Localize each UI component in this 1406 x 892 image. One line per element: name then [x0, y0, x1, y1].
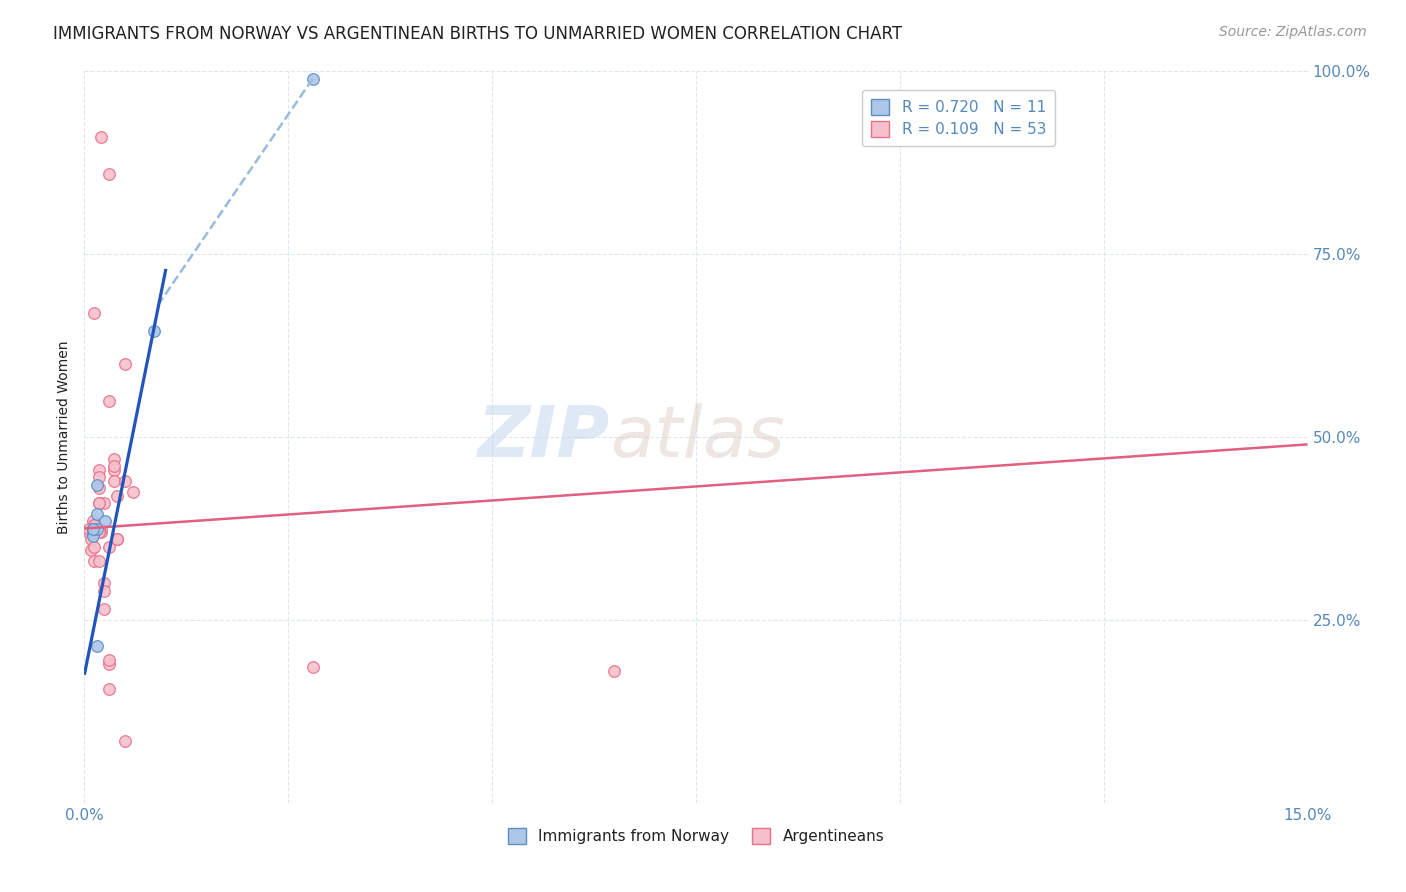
Point	[97, 653, 120, 667]
Point	[87, 521, 110, 535]
Point	[87, 481, 110, 495]
Point	[80, 543, 103, 558]
Point	[90, 521, 112, 535]
Point	[93, 583, 115, 598]
Point	[105, 533, 128, 547]
Point	[83, 306, 105, 320]
Point	[97, 167, 120, 181]
Point	[87, 554, 110, 568]
Text: Source: ZipAtlas.com: Source: ZipAtlas.com	[1219, 25, 1367, 39]
Point	[87, 496, 110, 510]
Point	[603, 664, 626, 678]
Point	[301, 660, 323, 674]
Point	[87, 521, 110, 535]
Y-axis label: Births to Unmarried Women: Births to Unmarried Women	[58, 341, 72, 533]
Point	[83, 525, 105, 540]
Point	[83, 525, 105, 540]
Point	[87, 525, 110, 540]
Point	[80, 533, 103, 547]
Text: ZIP: ZIP	[478, 402, 610, 472]
Point	[82, 525, 104, 540]
Point	[87, 470, 110, 484]
Point	[77, 525, 100, 540]
Point	[103, 459, 125, 474]
Point	[97, 657, 120, 671]
Point	[90, 525, 112, 540]
Point	[82, 529, 104, 543]
Point	[301, 71, 323, 86]
Point	[87, 496, 110, 510]
Point	[80, 521, 103, 535]
Point	[83, 540, 105, 554]
Point	[86, 639, 108, 653]
Point	[93, 602, 115, 616]
Point	[103, 463, 125, 477]
Point	[87, 521, 110, 535]
Point	[80, 521, 103, 535]
Point	[86, 521, 108, 535]
Point	[93, 576, 115, 591]
Point	[122, 485, 145, 500]
Legend: Immigrants from Norway, Argentineans: Immigrants from Norway, Argentineans	[502, 822, 890, 850]
Point	[83, 517, 105, 532]
Point	[83, 521, 105, 535]
Point	[97, 682, 120, 697]
Point	[90, 130, 112, 145]
Point	[93, 496, 115, 510]
Point	[82, 521, 104, 535]
Text: IMMIGRANTS FROM NORWAY VS ARGENTINEAN BIRTHS TO UNMARRIED WOMEN CORRELATION CHAR: IMMIGRANTS FROM NORWAY VS ARGENTINEAN BI…	[53, 25, 903, 43]
Text: atlas: atlas	[610, 402, 785, 472]
Point	[142, 324, 165, 338]
Point	[103, 474, 125, 488]
Point	[86, 507, 108, 521]
Point	[86, 477, 108, 491]
Point	[87, 463, 110, 477]
Point	[97, 393, 120, 408]
Point	[114, 733, 136, 747]
Point	[77, 521, 100, 535]
Point	[83, 517, 105, 532]
Point	[82, 514, 104, 528]
Point	[114, 357, 136, 371]
Point	[103, 452, 125, 467]
Point	[114, 474, 136, 488]
Point	[93, 514, 115, 528]
Point	[83, 554, 105, 568]
Point	[83, 525, 105, 540]
Point	[97, 540, 120, 554]
Point	[80, 525, 103, 540]
Point	[105, 489, 128, 503]
Point	[105, 533, 128, 547]
Point	[82, 521, 104, 535]
